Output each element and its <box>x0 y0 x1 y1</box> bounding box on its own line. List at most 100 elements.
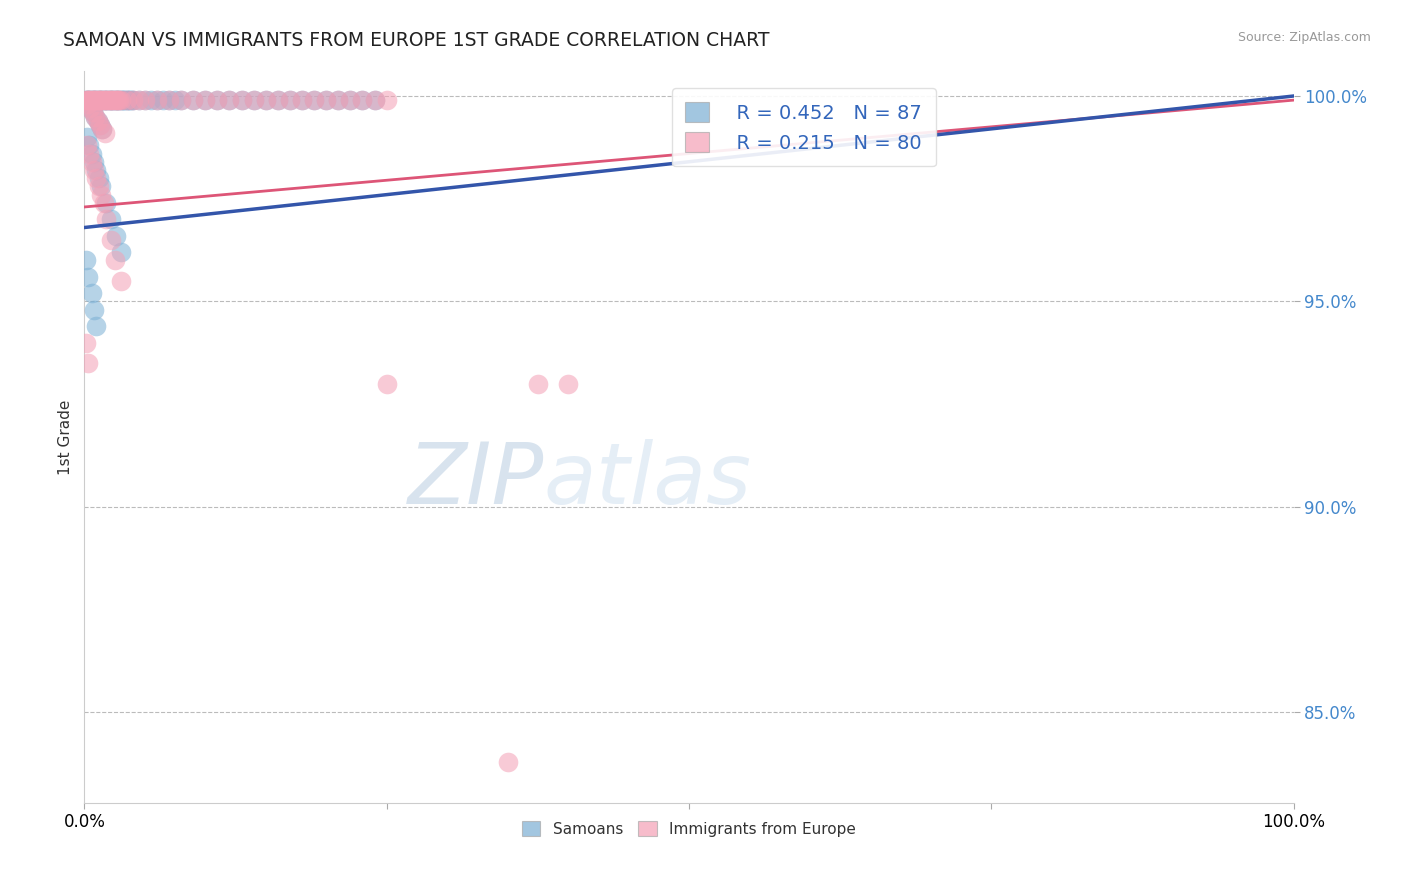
Point <box>170 93 193 107</box>
Point <box>83 93 105 107</box>
Text: ZIP: ZIP <box>408 440 544 523</box>
Point <box>87 93 110 107</box>
Point <box>207 93 229 107</box>
Point <box>103 93 125 107</box>
Point <box>77 93 100 107</box>
Point <box>76 138 98 153</box>
Point <box>87 179 110 194</box>
Point <box>100 93 122 107</box>
Point <box>77 269 100 284</box>
Point <box>76 93 98 107</box>
Point <box>105 93 128 107</box>
Point <box>77 93 100 107</box>
Point <box>114 93 136 107</box>
Point <box>77 138 100 153</box>
Point <box>363 93 385 107</box>
Point <box>291 93 314 107</box>
Point <box>111 93 134 107</box>
Point <box>267 93 290 107</box>
Point <box>104 93 127 107</box>
Point <box>77 97 100 112</box>
Point <box>86 113 108 128</box>
Point <box>375 376 398 391</box>
Point <box>79 93 101 107</box>
Text: atlas: atlas <box>544 440 752 523</box>
Point <box>375 93 398 107</box>
Point <box>302 93 325 107</box>
Point <box>110 274 132 288</box>
Point <box>278 93 301 107</box>
Point <box>328 93 350 107</box>
Point <box>100 212 122 227</box>
Point <box>98 93 121 107</box>
Point <box>105 93 128 107</box>
Point <box>121 93 143 107</box>
Point <box>90 93 112 107</box>
Point <box>94 93 117 107</box>
Point <box>165 93 187 107</box>
Point <box>84 93 107 107</box>
Point <box>89 118 111 132</box>
Point <box>170 93 193 107</box>
Point <box>100 233 122 247</box>
Point <box>77 146 100 161</box>
Point <box>96 93 118 107</box>
Point <box>83 93 105 107</box>
Point <box>90 93 112 107</box>
Point <box>76 93 98 107</box>
Point <box>94 93 117 107</box>
Point <box>91 121 114 136</box>
Point <box>146 93 169 107</box>
Point <box>94 93 117 107</box>
Point <box>94 195 117 210</box>
Point <box>80 146 103 161</box>
Point <box>76 130 98 145</box>
Point <box>98 93 121 107</box>
Point <box>89 93 111 107</box>
Point <box>112 93 135 107</box>
Point <box>77 93 100 107</box>
Point <box>267 93 290 107</box>
Point <box>104 93 127 107</box>
Point <box>86 171 108 186</box>
Point <box>101 93 124 107</box>
Point <box>79 101 101 115</box>
Point <box>118 93 141 107</box>
Point <box>90 187 112 202</box>
Point <box>100 93 122 107</box>
Point <box>101 93 124 107</box>
Point <box>115 93 138 107</box>
Point <box>75 335 97 350</box>
Point <box>83 154 105 169</box>
Point <box>79 93 101 107</box>
Point <box>315 93 337 107</box>
Point <box>90 179 112 194</box>
Point <box>107 93 129 107</box>
Point <box>86 319 108 334</box>
Point <box>91 121 114 136</box>
Point <box>86 93 108 107</box>
Point <box>110 245 132 260</box>
Point <box>207 93 229 107</box>
Point <box>104 253 127 268</box>
Point <box>103 93 125 107</box>
Point <box>94 212 117 227</box>
Point <box>121 93 143 107</box>
Point <box>75 93 97 107</box>
Point <box>86 163 108 178</box>
Point <box>87 171 110 186</box>
Point <box>339 93 361 107</box>
Point <box>80 286 103 301</box>
Point <box>82 93 104 107</box>
Point <box>97 93 120 107</box>
Point <box>86 93 108 107</box>
Point <box>75 93 97 107</box>
Y-axis label: 1st Grade: 1st Grade <box>58 400 73 475</box>
Text: Source: ZipAtlas.com: Source: ZipAtlas.com <box>1237 31 1371 45</box>
Point <box>104 93 127 107</box>
Point <box>242 93 264 107</box>
Point <box>315 93 337 107</box>
Point <box>89 118 111 132</box>
Point <box>120 93 142 107</box>
Point <box>93 195 115 210</box>
